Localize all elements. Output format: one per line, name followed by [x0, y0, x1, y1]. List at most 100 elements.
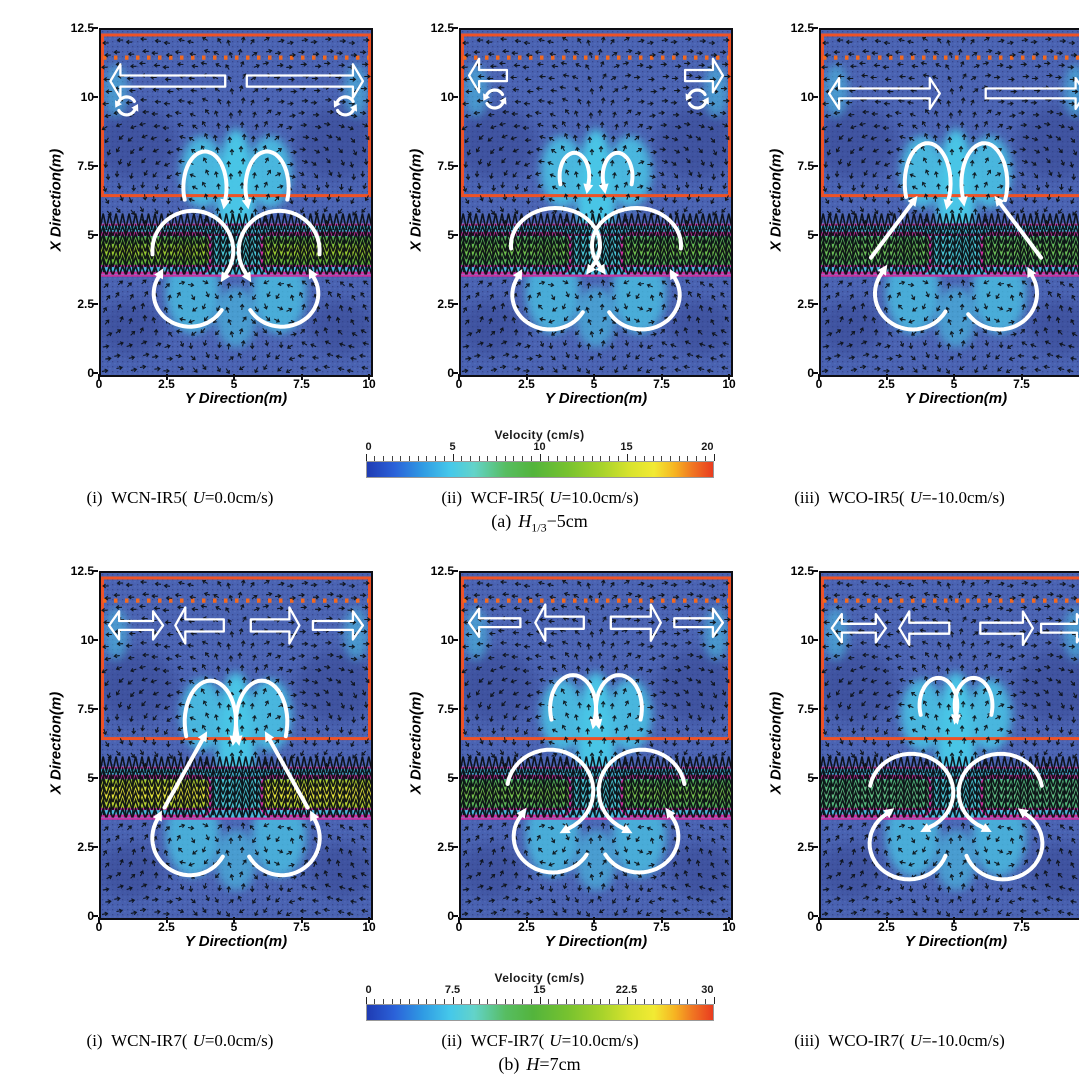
y-tick-mark — [92, 777, 98, 779]
x-tick-mark — [886, 374, 888, 380]
y-tick-mark — [812, 234, 818, 236]
x-axis-title: Y Direction(m) — [905, 933, 1007, 950]
y-tick-mark — [452, 27, 458, 29]
x-tick-mark — [1021, 917, 1023, 923]
x-tick-mark — [301, 917, 303, 923]
colorbar-tick-label: 15 — [620, 441, 632, 453]
colorbar-tick-label: 5 — [449, 441, 455, 453]
y-tick-label: 10 — [768, 90, 814, 104]
colorbar-title: Velocity (cm/s) — [366, 428, 714, 442]
y-tick-mark — [452, 165, 458, 167]
y-tick-label: 10 — [408, 90, 454, 104]
x-tick-mark — [368, 917, 370, 923]
y-tick-mark — [92, 165, 98, 167]
x-tick-mark — [728, 374, 730, 380]
colorbar-ticks — [366, 454, 714, 461]
caption-strip-a: (i) WCN-IR5(U=0.0cm/s) (ii) WCF-IR5(U=10… — [0, 488, 1079, 508]
x-tick-mark — [233, 374, 235, 380]
x-tick-mark — [301, 374, 303, 380]
vector-field-plot: .wl{stroke:#fff;stroke-width:4;fill:none… — [819, 571, 1079, 920]
panel-caption: (i) WCN-IR5(U=0.0cm/s) — [0, 488, 360, 508]
y-tick-label: 5 — [408, 228, 454, 242]
subcaption-a: (a)H1/3−5cm — [0, 511, 1079, 536]
y-tick-mark — [92, 96, 98, 98]
figure-row-a: X Direction(m) .wl{stroke:#fff;stroke-wi… — [0, 2, 1079, 536]
panel-caption: (ii) WCF-IR7(U=10.0cm/s) — [360, 1031, 720, 1051]
x-tick-mark — [593, 917, 595, 923]
x-tick-mark — [98, 917, 100, 923]
y-tick-label: 7.5 — [48, 159, 94, 173]
x-tick-mark — [526, 374, 528, 380]
y-tick-label: 10 — [408, 633, 454, 647]
y-tick-mark — [452, 234, 458, 236]
colorbar-tick-label: 10 — [533, 441, 545, 453]
colorbar-tick-label: 0 — [366, 441, 372, 453]
y-tick-label: 10 — [48, 633, 94, 647]
colorbar-minor-tick — [540, 454, 541, 461]
y-tick-label: 2.5 — [408, 297, 454, 311]
y-tick-label: 7.5 — [768, 702, 814, 716]
colorbar-tick-labels: 0 5 10 15 20 — [366, 441, 714, 453]
x-tick-label: 10 — [1071, 920, 1079, 934]
y-tick-label: 5 — [48, 228, 94, 242]
colorbar-minor-tick — [627, 454, 628, 461]
x-axis-title: Y Direction(m) — [545, 390, 647, 407]
x-tick-mark — [661, 374, 663, 380]
y-tick-label: 7.5 — [408, 702, 454, 716]
y-tick-mark — [812, 27, 818, 29]
colorbar-gradient — [366, 1004, 714, 1021]
colorbar-minor-tick — [366, 454, 367, 461]
y-tick-mark — [92, 570, 98, 572]
colorbar-minor-tick — [366, 997, 367, 1004]
colorbar-minor-tick — [453, 997, 454, 1004]
y-tick-label: 10 — [48, 90, 94, 104]
y-tick-label: 5 — [408, 771, 454, 785]
y-tick-mark — [452, 639, 458, 641]
y-tick-label: 2.5 — [48, 840, 94, 854]
panel-strip-a: X Direction(m) .wl{stroke:#fff;stroke-wi… — [0, 2, 1079, 426]
x-tick-mark — [458, 374, 460, 380]
y-tick-mark — [452, 96, 458, 98]
x-tick-label: 10 — [1071, 377, 1079, 391]
y-tick-label: 12.5 — [48, 21, 94, 35]
y-tick-label: 12.5 — [408, 21, 454, 35]
x-tick-mark — [98, 374, 100, 380]
panel-wco-ir5: X Direction(m) .wl{stroke:#fff;stroke-wi… — [760, 18, 1039, 410]
caption-strip-b: (i) WCN-IR7(U=0.0cm/s) (ii) WCF-IR7(U=10… — [0, 1031, 1079, 1051]
vector-field-plot: .wl{stroke:#fff;stroke-width:4;fill:none… — [99, 571, 373, 920]
y-tick-mark — [452, 570, 458, 572]
colorbar-tick-label: 7.5 — [445, 984, 460, 996]
y-tick-mark — [812, 303, 818, 305]
colorbar-minor-tick — [627, 997, 628, 1004]
y-tick-mark — [812, 165, 818, 167]
x-tick-mark — [166, 917, 168, 923]
x-tick-mark — [953, 374, 955, 380]
y-tick-label: 5 — [768, 771, 814, 785]
x-tick-mark — [818, 917, 820, 923]
y-tick-label: 2.5 — [768, 840, 814, 854]
colorbar-tick-label: 15 — [533, 984, 545, 996]
vector-field-plot: .wl{stroke:#fff;stroke-width:4;fill:none… — [99, 28, 373, 377]
y-tick-mark — [812, 846, 818, 848]
colorbar-minor-tick — [714, 454, 715, 461]
x-tick-mark — [1021, 374, 1023, 380]
y-tick-mark — [452, 303, 458, 305]
panel-wco-ir7: X Direction(m) .wl{stroke:#fff;stroke-wi… — [760, 561, 1039, 953]
y-tick-mark — [812, 639, 818, 641]
colorbar-ticks — [366, 997, 714, 1004]
x-axis-title: Y Direction(m) — [185, 390, 287, 407]
y-tick-mark — [812, 570, 818, 572]
x-tick-mark — [661, 917, 663, 923]
y-tick-label: 7.5 — [408, 159, 454, 173]
colorbar-minor-tick — [453, 454, 454, 461]
y-tick-label: 7.5 — [48, 702, 94, 716]
colorbar-tick-label: 20 — [701, 441, 713, 453]
y-tick-mark — [92, 846, 98, 848]
x-tick-mark — [458, 917, 460, 923]
x-tick-mark — [886, 917, 888, 923]
y-tick-label: 2.5 — [768, 297, 814, 311]
colorbar-tick-label: 22.5 — [616, 984, 637, 996]
y-tick-mark — [92, 303, 98, 305]
y-tick-label: 12.5 — [768, 564, 814, 578]
